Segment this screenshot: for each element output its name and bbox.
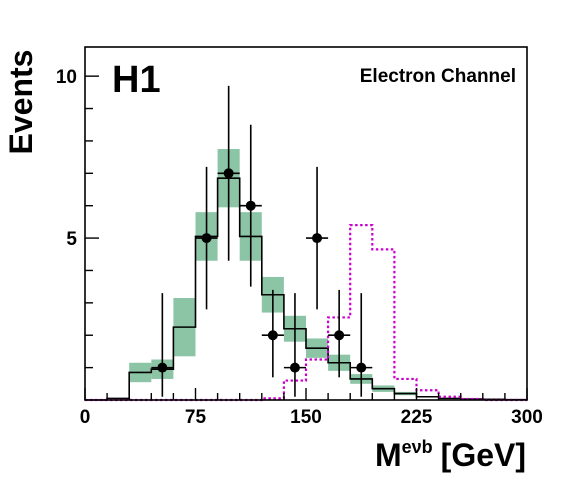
x-tick-label: 75 — [185, 407, 207, 428]
x-axis-label: Meνb [GeV] — [375, 437, 526, 473]
data-points — [151, 85, 373, 397]
data-point — [267, 330, 278, 341]
data-point — [201, 233, 212, 244]
x-tick-label: 150 — [290, 407, 322, 428]
y-tick-label: 5 — [66, 229, 77, 250]
x-axis-label-unit: [GeV] — [441, 437, 526, 473]
channel-label: Electron Channel — [360, 66, 516, 87]
data-point — [245, 200, 256, 211]
data-point — [334, 330, 345, 341]
data-point — [289, 362, 300, 373]
data-point — [312, 233, 323, 244]
x-tick-label: 300 — [511, 407, 543, 428]
y-tick-label: 10 — [56, 67, 77, 88]
x-tick-label: 225 — [401, 407, 433, 428]
x-axis-label-superscript: eνb — [402, 437, 433, 457]
axes: 0 75 150 225 300 5 10 — [56, 46, 543, 428]
experiment-label: H1 — [112, 59, 161, 101]
data-point — [157, 362, 168, 373]
data-point — [223, 168, 234, 179]
x-axis-label-main: M — [375, 437, 402, 473]
y-axis-label: Events — [3, 50, 39, 155]
x-tick-label: 0 — [80, 407, 91, 428]
data-point — [356, 362, 367, 373]
